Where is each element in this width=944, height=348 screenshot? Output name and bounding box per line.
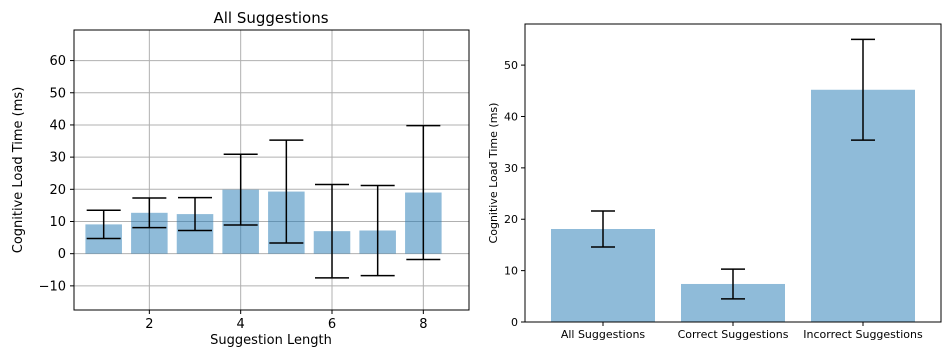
y-tick-label: 0 (511, 316, 518, 329)
x-tick-label: Incorrect Suggestions (803, 328, 923, 341)
bars (551, 89, 915, 322)
x-tick-label: 2 (145, 317, 153, 332)
x-tick-label: All Suggestions (561, 328, 646, 341)
y-axis-label: Cognitive Load Time (ms) (11, 87, 26, 254)
error-bars (86, 124, 441, 279)
y-tick-label: 0 (58, 247, 66, 262)
y-tick-label: 10 (504, 265, 518, 278)
gridlines (74, 30, 469, 310)
chart-all-suggestions-by-length: All Suggestions −10 0 10 20 30 40 50 60 2 4 6 8 Su… (11, 9, 470, 348)
y-tick-label: 60 (49, 54, 66, 69)
x-tick-label: 8 (419, 317, 427, 332)
chart-title: All Suggestions (213, 9, 328, 27)
x-axis-label: Suggestion Length (210, 333, 332, 348)
y-tick-label: 50 (49, 86, 66, 101)
y-tick-label: 20 (504, 213, 518, 226)
y-tick-label: 30 (504, 162, 518, 175)
plot-frame (73, 29, 470, 311)
error-bars (591, 38, 875, 300)
y-tick-label: 50 (504, 59, 518, 72)
y-tick-label: −10 (39, 279, 66, 294)
x-tick-label: Correct Suggestions (678, 328, 789, 341)
y-tick-label: 10 (49, 215, 66, 230)
y-tick-label: 20 (49, 183, 66, 198)
y-tick-label: 30 (49, 151, 66, 166)
x-ticks: 2 4 6 8 (145, 310, 427, 332)
x-tick-label: 4 (237, 317, 245, 332)
y-ticks: −10 0 10 20 30 40 50 60 (39, 54, 74, 294)
y-ticks: 0 10 20 30 40 50 (504, 59, 525, 329)
y-tick-label: 40 (49, 118, 66, 133)
y-tick-label: 40 (504, 110, 518, 123)
x-tick-label: 6 (328, 317, 336, 332)
chart-suggestion-types: 0 10 20 30 40 50 All Suggestions Correct Sugge… (487, 23, 942, 341)
y-axis-label: Cognitive Load Time (ms) (487, 103, 500, 244)
x-ticks: All Suggestions Correct Suggestions Incorr… (561, 322, 923, 341)
